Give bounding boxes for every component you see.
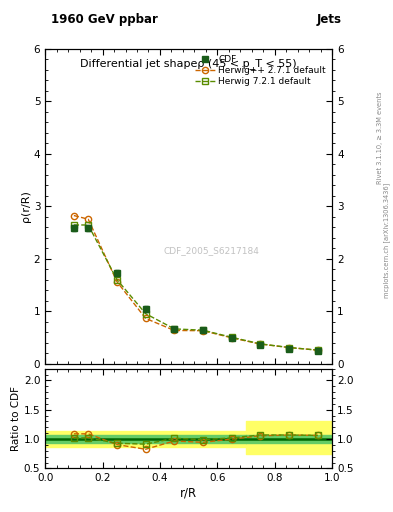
Text: 1960 GeV ppbar: 1960 GeV ppbar bbox=[51, 13, 158, 26]
Text: Rivet 3.1.10, ≥ 3.3M events: Rivet 3.1.10, ≥ 3.3M events bbox=[377, 92, 384, 184]
X-axis label: r/R: r/R bbox=[180, 486, 197, 499]
Y-axis label: Ratio to CDF: Ratio to CDF bbox=[11, 386, 21, 451]
Text: Jets: Jets bbox=[317, 13, 342, 26]
Text: CDF_2005_S6217184: CDF_2005_S6217184 bbox=[163, 246, 259, 255]
Y-axis label: ρ(r/R): ρ(r/R) bbox=[21, 190, 31, 222]
Text: mcplots.cern.ch [arXiv:1306.3436]: mcplots.cern.ch [arXiv:1306.3436] bbox=[384, 183, 391, 298]
Text: Differential jet shapeρ (45 < p_T < 55): Differential jet shapeρ (45 < p_T < 55) bbox=[80, 58, 297, 69]
Legend: CDF, Herwig++ 2.7.1 default, Herwig 7.2.1 default: CDF, Herwig++ 2.7.1 default, Herwig 7.2.… bbox=[193, 53, 328, 88]
